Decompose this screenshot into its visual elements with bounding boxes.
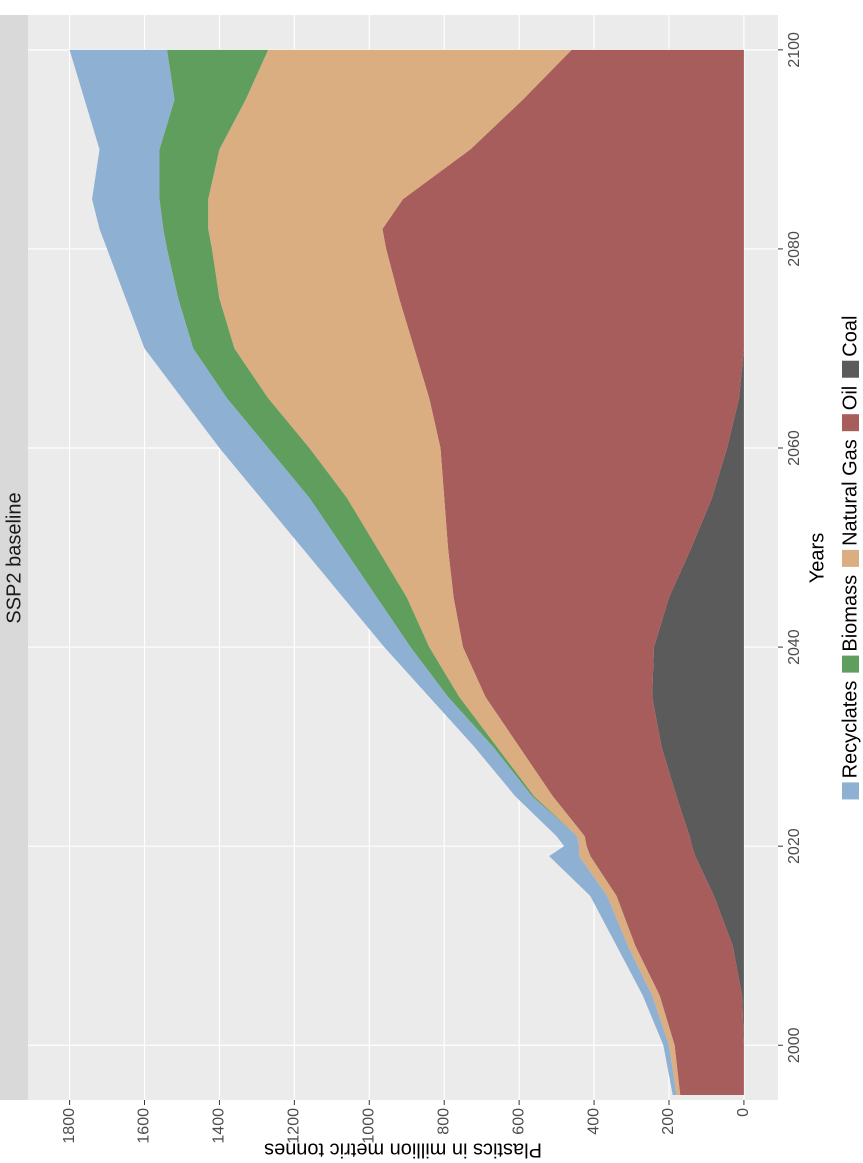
- y-tick-label: 1800: [61, 1108, 78, 1144]
- legend-key: [842, 655, 859, 673]
- x-tick-label: 2080: [786, 231, 803, 267]
- x-tick-label: 2000: [786, 1027, 803, 1063]
- legend: Recyclates Biomass Natural Gas Oil Coal: [839, 316, 861, 800]
- area: [208, 49, 681, 1096]
- y-tick-label: 800: [435, 1108, 452, 1135]
- y-axis-title: Plastics in million metric tonnes: [264, 1139, 542, 1161]
- legend-key: [842, 414, 859, 432]
- legend-label: Oil: [839, 386, 861, 410]
- legend-label: Natural Gas: [839, 439, 861, 546]
- area: [159, 49, 677, 1096]
- chart-title: SSP2 baseline: [3, 492, 25, 623]
- legend-key: [842, 360, 859, 378]
- area: [382, 49, 744, 1096]
- y-tick-label: 600: [510, 1108, 527, 1135]
- y-tick-label: 1000: [361, 1108, 378, 1144]
- legend-key: [842, 782, 859, 800]
- x-tick-label: 2100: [786, 32, 803, 68]
- area: [69, 49, 677, 1096]
- x-tick-label: 2060: [786, 430, 803, 466]
- x-axis-title: Years: [806, 533, 828, 583]
- y-tick-label: 200: [660, 1108, 677, 1135]
- y-tick-label: 1200: [286, 1108, 303, 1144]
- legend-label: Biomass: [839, 575, 861, 652]
- y-tick-label: 1600: [136, 1108, 153, 1144]
- facet-strip: [0, 15, 28, 1100]
- legend-key: [842, 549, 859, 567]
- y-tick-label: 0: [735, 1108, 752, 1117]
- x-tick-label: 2020: [786, 828, 803, 864]
- areas: [69, 49, 744, 1096]
- x-tick-label: 2040: [786, 629, 803, 665]
- legend-label: Recyclates: [839, 681, 861, 779]
- area: [652, 49, 744, 1096]
- legend-label: Coal: [839, 316, 861, 357]
- y-tick-label: 1400: [211, 1108, 228, 1144]
- y-tick-label: 400: [585, 1108, 602, 1135]
